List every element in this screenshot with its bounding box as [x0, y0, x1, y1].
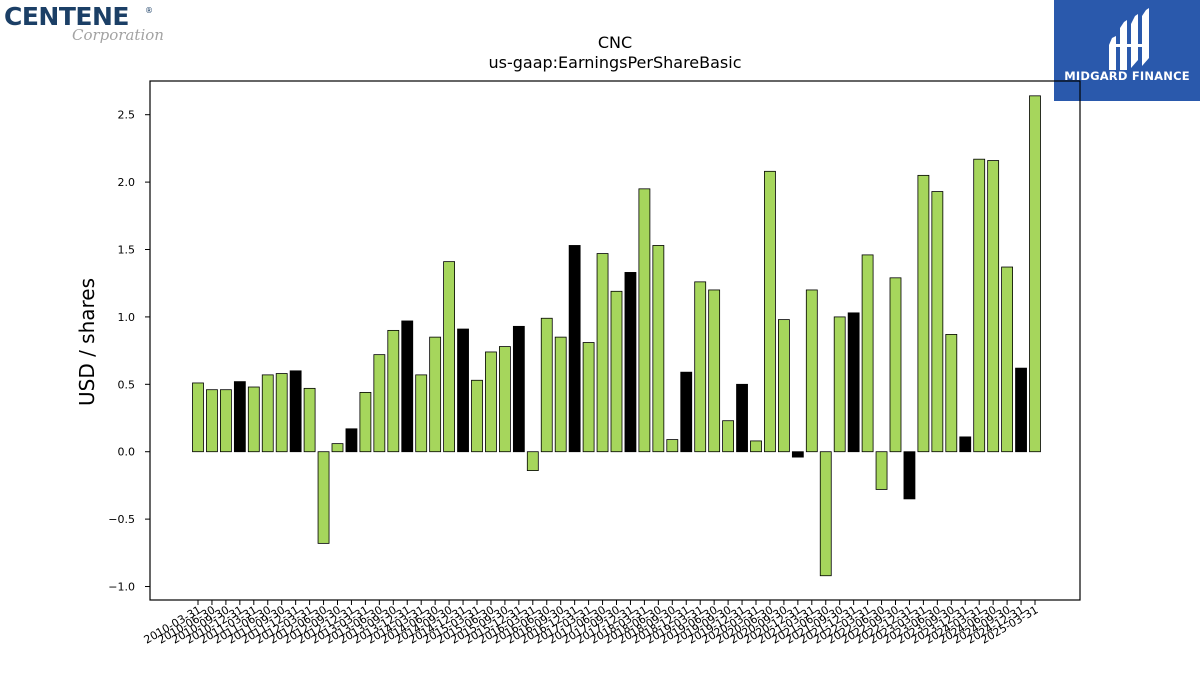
bar-2015-03-31	[471, 379, 483, 453]
y-tick-label: −1.0	[108, 581, 135, 594]
midgard-finance-wordmark: MIDGARD FINANCE	[1064, 69, 1190, 83]
bar-2018-06-30	[652, 245, 665, 453]
bar-2022-09-30	[889, 277, 902, 453]
bar-2019-03-31	[694, 281, 707, 453]
bar-2010-09-30	[219, 389, 232, 453]
bar-2014-03-31	[415, 374, 428, 453]
bar-2020-12-31	[791, 451, 804, 458]
bar-2018-12-31	[680, 371, 693, 453]
centene-logo-wordmark: CENTENE	[4, 2, 129, 31]
registered-mark: ®	[145, 6, 153, 15]
bar-2023-06-30	[931, 191, 944, 453]
bar-2024-09-30	[1001, 266, 1013, 453]
bar-2014-09-30	[443, 261, 456, 453]
bar-2019-09-30	[722, 420, 734, 453]
y-tick-label: 0.0	[118, 446, 136, 459]
y-tick-label: 1.5	[118, 244, 136, 257]
bar-2024-06-30	[987, 160, 1000, 453]
plot-frame	[149, 80, 1081, 601]
bar-2022-06-30	[875, 451, 888, 490]
bar-2013-12-31	[401, 320, 414, 453]
y-tick-label: −0.5	[108, 513, 135, 526]
bar-2013-03-31	[359, 391, 372, 453]
bar-2011-12-31	[289, 370, 302, 453]
bar-2017-12-31	[624, 272, 637, 453]
bar-2016-12-31	[568, 245, 581, 453]
midgard-emblem-icon	[1109, 8, 1149, 70]
bar-2013-09-30	[387, 329, 400, 453]
y-tick-label: 1.0	[118, 311, 136, 324]
bar-2017-03-31	[582, 342, 595, 453]
x-axis-ticks: 2010-03-312010-06-302010-09-302010-12-31…	[142, 600, 1041, 647]
bar-2016-06-30	[540, 317, 553, 453]
bar-2017-09-30	[610, 290, 623, 453]
bar-2022-03-31	[861, 254, 874, 453]
bar-2011-09-30	[275, 373, 288, 453]
centene-logo-subtitle: Corporation	[72, 26, 164, 44]
bar-2015-09-30	[498, 346, 511, 453]
bar-2017-06-30	[596, 253, 609, 453]
bar-2024-03-31	[973, 158, 986, 453]
bar-2021-12-31	[847, 312, 860, 453]
bar-2024-12-31	[1015, 367, 1027, 453]
bar-2010-03-31	[192, 382, 204, 453]
bar-2015-06-30	[485, 351, 497, 453]
bar-2010-12-31	[233, 381, 246, 453]
bar-2019-12-31	[736, 383, 748, 453]
y-tick-label: 0.5	[118, 378, 136, 391]
bar-2021-03-31	[805, 289, 818, 453]
y-axis-label: USD / shares	[75, 278, 99, 406]
bar-2012-06-30	[317, 451, 330, 544]
bar-2020-03-31	[750, 440, 762, 453]
bar-2014-06-30	[429, 336, 442, 453]
bar-2019-06-30	[708, 289, 721, 453]
y-tick-label: 2.0	[118, 176, 136, 189]
bar-2018-09-30	[666, 439, 679, 453]
bar-2010-06-30	[206, 389, 218, 453]
chart-title: CNC	[598, 33, 632, 52]
bar-2023-12-31	[959, 436, 972, 453]
bar-2020-06-30	[764, 170, 776, 453]
bar-2020-09-30	[778, 319, 790, 453]
bar-2015-12-31	[512, 325, 525, 453]
bar-2011-03-31	[247, 386, 260, 453]
bar-2016-03-31	[526, 451, 539, 471]
bar-2016-09-30	[554, 336, 567, 453]
y-axis-ticks: −1.0 −0.5 0.0 0.5 1.0 1.5 2.0 2.5	[108, 109, 150, 594]
y-tick-label: 2.5	[118, 109, 136, 122]
bar-2011-06-30	[261, 374, 274, 453]
bar-2012-09-30	[331, 443, 344, 453]
bar-2018-03-31	[638, 188, 651, 453]
bar-series	[192, 95, 1041, 577]
bar-2025-03-31	[1029, 95, 1041, 453]
bar-2021-06-30	[819, 451, 832, 577]
bar-2012-12-31	[345, 428, 358, 453]
bar-2014-12-31	[457, 328, 469, 453]
midgard-finance-logo: MIDGARD FINANCE	[1054, 0, 1200, 101]
chart-subtitle: us-gaap:EarningsPerShareBasic	[488, 53, 741, 72]
bar-2021-09-30	[833, 316, 846, 453]
bar-2013-06-30	[373, 354, 386, 453]
centene-logo: CENTENE ® Corporation	[4, 2, 174, 48]
bar-2023-03-31	[917, 174, 930, 453]
bar-2022-12-31	[903, 451, 916, 500]
bar-2012-03-31	[303, 387, 316, 453]
bar-2023-09-30	[945, 334, 958, 453]
